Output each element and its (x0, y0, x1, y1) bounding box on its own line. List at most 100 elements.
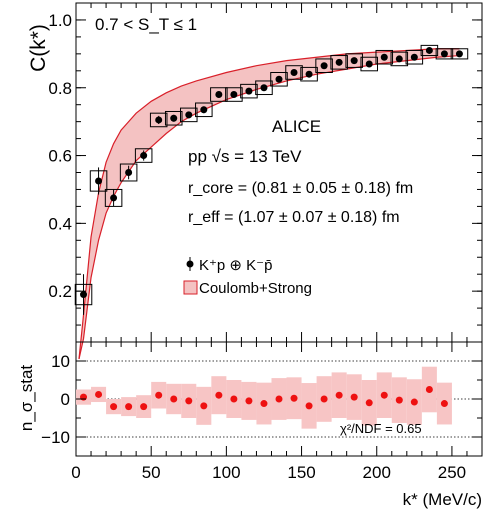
deviation-point (260, 400, 268, 408)
data-point (275, 75, 283, 83)
selection-label: 0.7 < S_T ≤ 1 (95, 15, 197, 34)
systematic-box (255, 80, 273, 96)
data-point (245, 87, 253, 95)
data-point (380, 53, 388, 61)
model-band (78, 48, 460, 360)
data-point (170, 114, 178, 122)
residual-y-tick-label: 0 (61, 390, 70, 409)
deviation-point (440, 400, 448, 408)
data-point (215, 91, 223, 99)
data-point (455, 50, 463, 58)
systematic-box (164, 110, 183, 126)
systematic-box (225, 87, 243, 102)
deviation-point (185, 397, 193, 405)
systematic-box (195, 102, 213, 118)
residual-y-tick-label: −10 (41, 428, 70, 447)
data-point (335, 58, 343, 66)
deviation-point (380, 391, 388, 399)
systematic-box (420, 44, 439, 57)
systematic-box (300, 66, 318, 82)
deviation-point (80, 393, 88, 401)
legend-marker-band (183, 280, 198, 295)
x-tick-label: 150 (287, 463, 315, 482)
systematic-box (435, 48, 454, 60)
model-band-upper-edge (78, 48, 460, 360)
r-eff-label: r_eff = (1.07 ± 0.07 ± 0.18) fm (188, 209, 400, 226)
systematic-box (285, 65, 303, 80)
data-point (95, 177, 103, 185)
legend-marker-point (186, 260, 194, 268)
deviation-point (320, 395, 328, 403)
data-point (185, 111, 193, 119)
deviation-point (170, 395, 178, 403)
data-point (230, 91, 238, 99)
deviation-point (425, 386, 433, 393)
data-points (80, 46, 463, 315)
data-point (395, 55, 403, 63)
deviation-point (410, 398, 418, 406)
data-point (290, 68, 298, 76)
y-tick-label: 1.0 (48, 11, 72, 30)
data-point (305, 70, 313, 78)
deviation-point (230, 395, 238, 403)
model-band-lower-edge (78, 54, 460, 360)
data-point (260, 84, 268, 92)
legend-label-model: Coulomb+Strong (199, 280, 312, 297)
x-tick-label: 100 (212, 463, 240, 482)
systematic-box (119, 163, 138, 182)
legend: K⁺p ⊕ K⁻p̄ Coulomb+Strong (183, 257, 312, 297)
data-point (350, 57, 358, 65)
residual-y-axis-label: n_σ_stat (17, 365, 36, 432)
data-point (140, 152, 148, 160)
deviation-point (215, 391, 223, 399)
deviation-point (350, 393, 358, 401)
data-point (425, 46, 433, 54)
systematic-box (405, 49, 424, 65)
bottom-panel: 100−100 50 100 150 200 250 χ²/NDF = 0.65 n_σ_… (17, 341, 483, 509)
deviation-point (305, 402, 313, 410)
y-tick-label: 0.4 (48, 214, 72, 233)
legend-label-data: K⁺p ⊕ K⁻p̄ (199, 257, 272, 274)
deviation-point (395, 396, 403, 404)
r-core-label: r_core = (0.81 ± 0.05 ± 0.18) fm (188, 180, 413, 197)
deviation-point (125, 403, 133, 411)
deviation-point (155, 391, 163, 399)
systematic-box (450, 48, 469, 60)
deviation-point (110, 403, 118, 411)
deviation-point (365, 399, 373, 407)
y-tick-label: 0.6 (48, 147, 72, 166)
experiment-label: ALICE (272, 117, 321, 136)
systematic-box (240, 83, 258, 99)
system-label: pp √s = 13 TeV (188, 147, 302, 166)
systematic-box (180, 107, 198, 123)
systematic-box (315, 58, 333, 73)
x-tick-label: 250 (438, 463, 466, 482)
deviation-point (95, 390, 103, 398)
data-point (410, 53, 418, 61)
deviation-points (80, 386, 448, 411)
systematic-box (330, 55, 348, 70)
data-point (200, 106, 208, 114)
x-tick-label: 200 (363, 463, 391, 482)
residual-y-tick-label: 10 (51, 352, 70, 371)
data-point (125, 169, 133, 176)
systematic-box (210, 87, 228, 102)
y-tick-label: 0.8 (48, 79, 72, 98)
deviation-point (290, 394, 298, 402)
x-tick-label: 0 (71, 463, 80, 482)
data-point (110, 194, 118, 202)
data-point (440, 50, 448, 58)
systematic-box (134, 148, 153, 163)
deviation-point (140, 403, 148, 411)
deviation-point (200, 402, 208, 410)
deviation-point (245, 397, 253, 405)
data-point (320, 62, 328, 70)
data-point (365, 60, 373, 68)
data-point (155, 116, 163, 124)
deviation-point (275, 395, 283, 403)
data-point (80, 291, 88, 299)
top-axis-ticks: 0.2 0.4 0.6 0.8 1.0 (48, 3, 483, 342)
y-axis-label: C(k*) (27, 24, 50, 72)
model-band-fill (79, 48, 460, 359)
